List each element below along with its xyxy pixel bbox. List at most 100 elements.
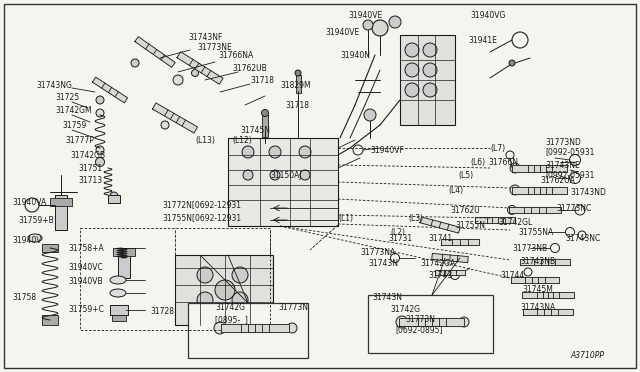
Text: 31742G: 31742G xyxy=(390,305,420,314)
Text: 31718: 31718 xyxy=(285,100,309,109)
Circle shape xyxy=(96,146,104,154)
Text: (L2): (L2) xyxy=(390,228,405,237)
Ellipse shape xyxy=(110,276,126,284)
Circle shape xyxy=(295,70,301,76)
Text: 31940VE: 31940VE xyxy=(325,28,359,36)
Bar xyxy=(175,255,273,325)
Polygon shape xyxy=(511,277,559,283)
Circle shape xyxy=(260,143,270,153)
Text: 31743NE: 31743NE xyxy=(545,160,580,170)
Text: [0692-0895]: [0692-0895] xyxy=(395,326,442,334)
Circle shape xyxy=(270,170,280,180)
Text: 31728: 31728 xyxy=(150,308,174,317)
Text: (L13): (L13) xyxy=(195,135,215,144)
Text: [0895-  ]: [0895- ] xyxy=(215,315,248,324)
Text: 31743N: 31743N xyxy=(372,294,402,302)
Text: 31742GM: 31742GM xyxy=(55,106,92,115)
Text: 31759+C: 31759+C xyxy=(68,305,104,314)
Text: 31742GA: 31742GA xyxy=(420,260,455,269)
Text: 31940VG: 31940VG xyxy=(470,10,506,19)
Text: 31743ND: 31743ND xyxy=(570,187,606,196)
Text: 31773NE: 31773NE xyxy=(197,42,232,51)
Text: 31759+B: 31759+B xyxy=(18,215,54,224)
Text: 31758: 31758 xyxy=(12,294,36,302)
Text: 31743NF: 31743NF xyxy=(188,32,222,42)
Text: (L12): (L12) xyxy=(232,135,252,144)
Bar xyxy=(108,195,120,203)
Text: 31755N[0692-12931: 31755N[0692-12931 xyxy=(162,214,241,222)
Circle shape xyxy=(197,292,213,308)
Text: 31713: 31713 xyxy=(78,176,102,185)
Circle shape xyxy=(232,267,248,283)
Circle shape xyxy=(96,96,104,104)
Circle shape xyxy=(405,43,419,57)
Circle shape xyxy=(214,322,226,334)
Text: (L6): (L6) xyxy=(470,157,485,167)
Bar xyxy=(42,315,58,325)
Circle shape xyxy=(95,157,104,167)
Ellipse shape xyxy=(28,234,42,242)
Circle shape xyxy=(405,63,419,77)
Text: 31743NA: 31743NA xyxy=(520,304,556,312)
Text: 31718: 31718 xyxy=(250,76,274,84)
Circle shape xyxy=(396,316,408,328)
Circle shape xyxy=(389,16,401,28)
Circle shape xyxy=(269,146,281,158)
Text: 31940VF: 31940VF xyxy=(370,145,404,154)
Text: 31744: 31744 xyxy=(500,270,524,279)
Bar xyxy=(113,248,135,256)
Polygon shape xyxy=(152,103,198,133)
Text: 31742GB: 31742GB xyxy=(70,151,105,160)
Circle shape xyxy=(299,146,311,158)
Text: 31773NA: 31773NA xyxy=(360,247,396,257)
Text: 31762UA: 31762UA xyxy=(540,176,575,185)
Circle shape xyxy=(510,185,520,195)
Text: 31940V: 31940V xyxy=(12,235,42,244)
Polygon shape xyxy=(523,309,573,315)
Text: 31745N: 31745N xyxy=(240,125,270,135)
Circle shape xyxy=(508,205,516,215)
Circle shape xyxy=(509,60,515,66)
Circle shape xyxy=(110,192,118,200)
Polygon shape xyxy=(441,239,479,245)
Text: 31762UB: 31762UB xyxy=(232,64,267,73)
Circle shape xyxy=(191,70,198,77)
Text: 31731: 31731 xyxy=(388,234,412,243)
Circle shape xyxy=(232,292,248,308)
Bar xyxy=(50,198,72,206)
Circle shape xyxy=(287,323,297,333)
Text: 31150AJ: 31150AJ xyxy=(270,170,301,180)
Polygon shape xyxy=(475,217,515,223)
Text: 31755NA: 31755NA xyxy=(518,228,553,237)
Text: 31743: 31743 xyxy=(428,270,452,279)
Circle shape xyxy=(215,280,235,300)
Circle shape xyxy=(197,267,213,283)
Polygon shape xyxy=(513,186,568,193)
Text: 31773ND: 31773ND xyxy=(545,138,581,147)
Circle shape xyxy=(364,109,376,121)
Text: 31777P: 31777P xyxy=(65,135,94,144)
Polygon shape xyxy=(513,164,568,171)
Circle shape xyxy=(423,83,437,97)
Text: 31743NB: 31743NB xyxy=(520,257,555,266)
Circle shape xyxy=(423,63,437,77)
Polygon shape xyxy=(509,207,561,213)
Text: 31773NC: 31773NC xyxy=(556,203,591,212)
Text: 31940VC: 31940VC xyxy=(68,263,103,273)
Circle shape xyxy=(405,83,419,97)
Bar xyxy=(228,138,338,226)
Polygon shape xyxy=(92,77,127,103)
Bar xyxy=(400,35,455,125)
Text: (L3): (L3) xyxy=(408,214,423,222)
Text: 31755N: 31755N xyxy=(455,221,485,230)
Bar xyxy=(118,248,130,278)
Polygon shape xyxy=(135,36,175,67)
Circle shape xyxy=(131,59,139,67)
Text: [0992-05931: [0992-05931 xyxy=(545,170,595,180)
Bar xyxy=(368,295,493,353)
Text: 31741: 31741 xyxy=(428,234,452,243)
Ellipse shape xyxy=(110,289,126,297)
Text: 31773NB: 31773NB xyxy=(512,244,547,253)
Text: 31766NA: 31766NA xyxy=(218,51,253,60)
Polygon shape xyxy=(221,324,289,332)
